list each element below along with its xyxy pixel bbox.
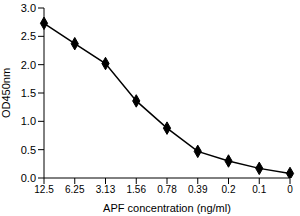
svg-text:0.1: 0.1 xyxy=(252,184,266,195)
svg-text:0.5: 0.5 xyxy=(21,144,36,156)
svg-text:OD450nm: OD450nm xyxy=(8,68,12,118)
svg-text:1.5: 1.5 xyxy=(21,87,36,99)
svg-text:12.5: 12.5 xyxy=(34,184,54,195)
svg-text:1.56: 1.56 xyxy=(127,184,147,195)
svg-text:6.25: 6.25 xyxy=(65,184,85,195)
svg-text:0.78: 0.78 xyxy=(157,184,177,195)
svg-text:APF concentration (ng/ml): APF concentration (ng/ml) xyxy=(103,202,231,214)
svg-text:2.5: 2.5 xyxy=(21,30,36,42)
svg-text:0.2: 0.2 xyxy=(222,184,236,195)
svg-text:3.0: 3.0 xyxy=(21,2,36,14)
svg-text:3.13: 3.13 xyxy=(96,184,116,195)
svg-text:1.0: 1.0 xyxy=(21,115,36,127)
svg-text:2.0: 2.0 xyxy=(21,59,36,71)
svg-text:0.39: 0.39 xyxy=(188,184,208,195)
svg-text:0.0: 0.0 xyxy=(21,172,36,184)
svg-text:0: 0 xyxy=(287,184,292,195)
